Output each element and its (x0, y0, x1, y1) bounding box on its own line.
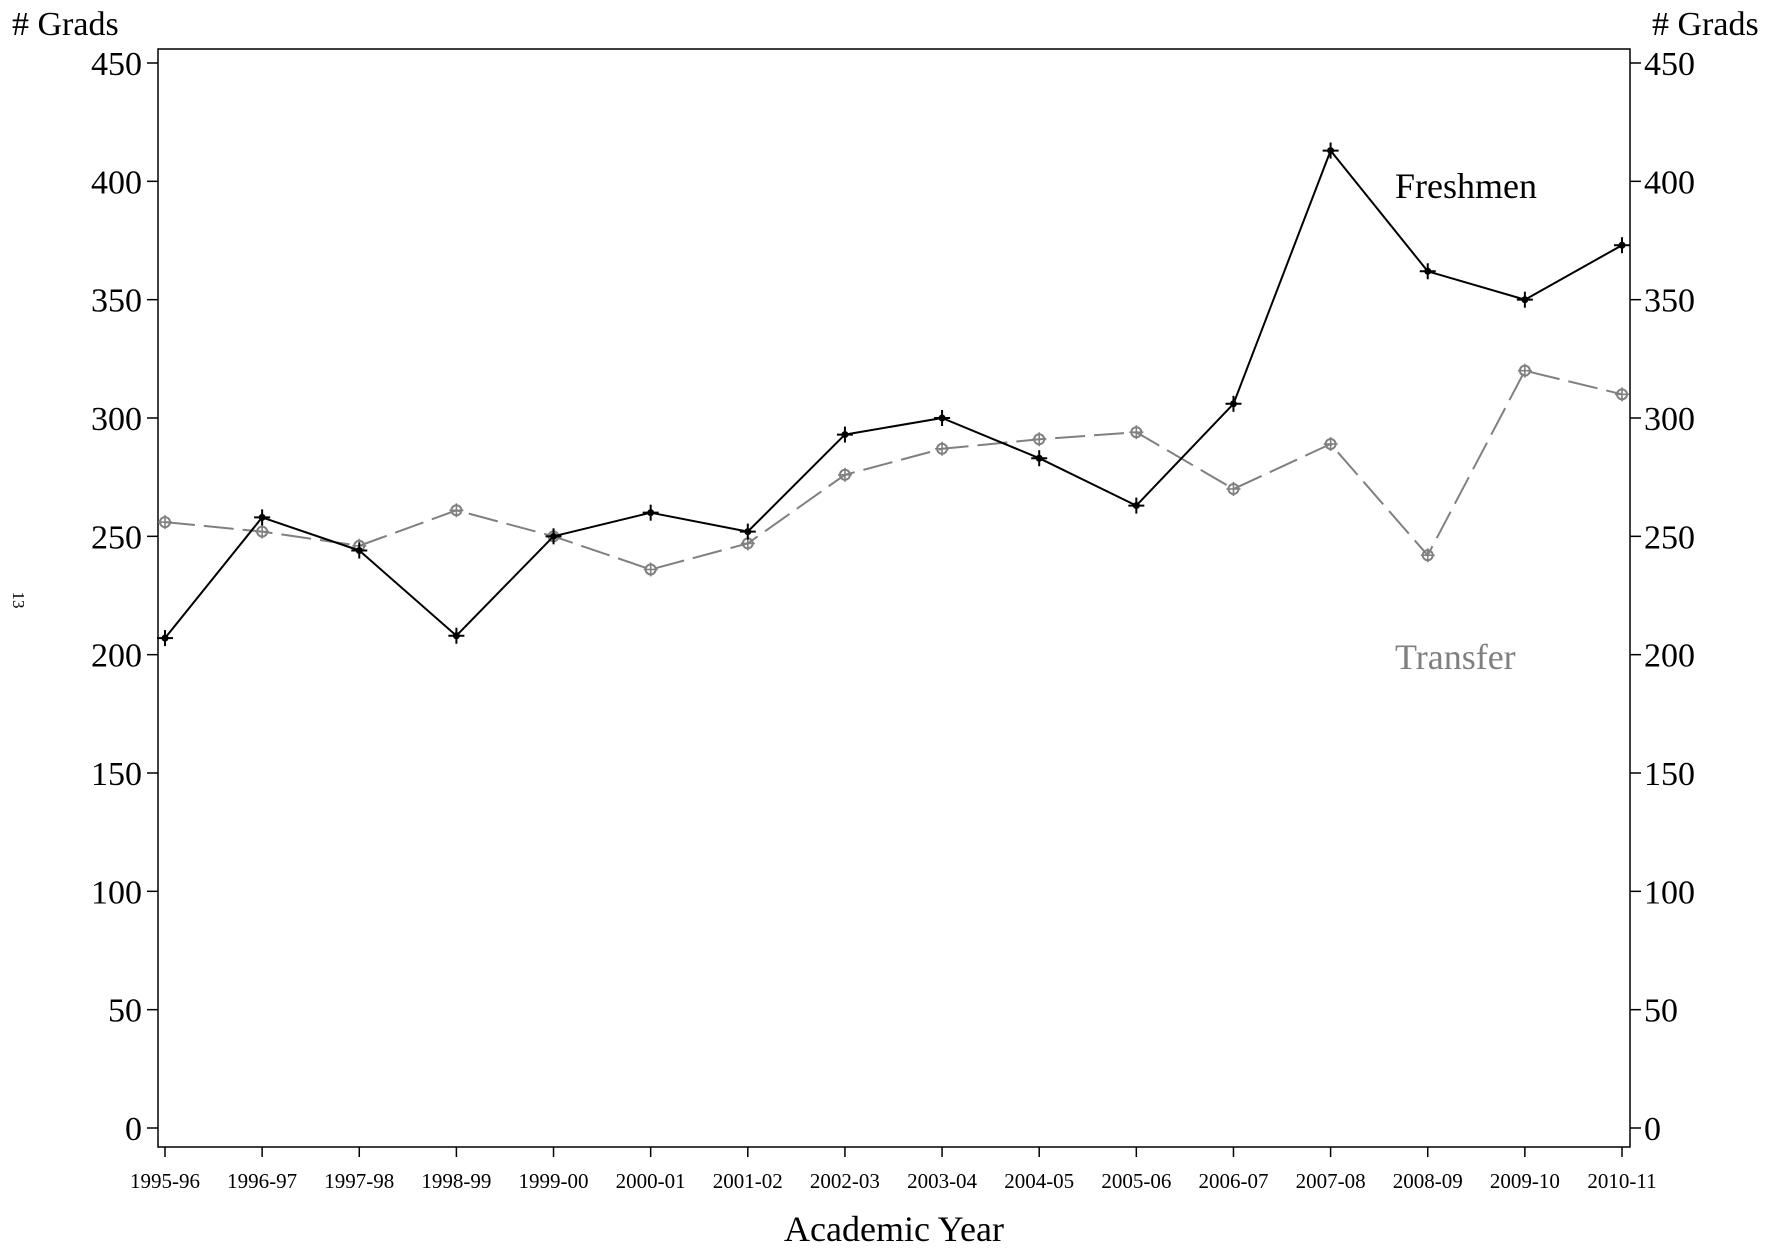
data-point-freshmen (1516, 291, 1533, 308)
y-tick-label-left: 250 (91, 519, 142, 556)
y-tick-label-right: 250 (1644, 519, 1695, 556)
data-point-transfer (1323, 437, 1338, 452)
data-point-freshmen (642, 504, 659, 521)
data-point-freshmen (157, 630, 173, 647)
y-tick-label-right: 50 (1644, 993, 1678, 1030)
y-tick-label-right: 0 (1644, 1111, 1661, 1148)
data-point-freshmen (1225, 395, 1242, 412)
x-tick-label: 1995-96 (130, 1169, 200, 1193)
data-point-transfer (449, 503, 464, 518)
data-point-freshmen (1419, 263, 1436, 280)
y-axis-right: 0 50 100 150 200 250 300 350 400 450 (1630, 46, 1695, 1148)
data-point-transfer (837, 467, 852, 482)
data-point-transfer (935, 441, 950, 456)
x-tick-label: 2005-06 (1101, 1169, 1171, 1193)
x-tick-label: 1996-97 (227, 1169, 297, 1193)
data-point-transfer (1615, 387, 1629, 402)
x-tick-label: 2010-11 (1587, 1169, 1656, 1193)
x-tick-label: 2000-01 (616, 1169, 686, 1193)
y-tick-label-right: 400 (1644, 164, 1695, 201)
y-tick-label-left: 200 (91, 638, 142, 675)
y-tick-label-left: 350 (91, 283, 142, 320)
y-tick-label-left: 300 (91, 401, 142, 438)
x-tick-label: 1997-98 (324, 1169, 394, 1193)
x-tick-label: 2006-07 (1198, 1169, 1268, 1193)
y-tick-label-left: 50 (108, 993, 142, 1030)
y-tick-label-left: 450 (91, 46, 142, 83)
y-tick-label-left: 100 (91, 874, 142, 911)
data-point-freshmen (1128, 497, 1145, 514)
y-axis-label-right: # Grads (1652, 6, 1759, 43)
x-tick-label: 1998-99 (421, 1169, 491, 1193)
x-tick-label: 2003-04 (907, 1169, 977, 1193)
x-tick-label: 2004-05 (1004, 1169, 1074, 1193)
x-tick-label: 2001-02 (713, 1169, 783, 1193)
y-axis-label-left: # Grads (12, 6, 119, 43)
x-tick-label: 2007-08 (1296, 1169, 1366, 1193)
plot-frame (157, 48, 1631, 1148)
series-line-transfer (164, 369, 1623, 571)
data-point-freshmen (254, 509, 271, 526)
data-point-freshmen (351, 542, 368, 559)
x-tick-label: 2002-03 (810, 1169, 880, 1193)
series-layer (157, 142, 1630, 647)
y-tick-label-right: 100 (1644, 874, 1695, 911)
page-number: 13 (9, 592, 28, 609)
series-line-freshmen (164, 149, 1623, 639)
data-point-freshmen (739, 523, 756, 540)
y-tick-label-right: 200 (1644, 638, 1695, 675)
y-axis-left: 0 50 100 150 200 250 300 350 400 450 (91, 46, 158, 1148)
data-point-freshmen (1614, 237, 1630, 254)
y-tick-label-right: 150 (1644, 756, 1695, 793)
data-point-transfer (158, 515, 172, 530)
y-tick-label-left: 150 (91, 756, 142, 793)
series-freshmen (157, 142, 1630, 647)
y-tick-label-right: 300 (1644, 401, 1695, 438)
x-tick-label: 2008-09 (1393, 1169, 1463, 1193)
x-axis: 1995-96 1996-97 1997-98 1998-99 1999-00 2000-… (130, 1147, 1657, 1193)
data-point-freshmen (934, 410, 951, 426)
data-point-freshmen (836, 426, 853, 443)
x-axis-label: Academic Year (784, 1209, 1004, 1249)
data-point-transfer (1032, 432, 1047, 447)
data-point-freshmen (545, 528, 562, 545)
series-label-transfer: Transfer (1395, 637, 1516, 677)
y-tick-label-right: 450 (1644, 46, 1695, 83)
series-label-freshmen: Freshmen (1395, 166, 1537, 206)
x-tick-label: 2009-10 (1490, 1169, 1560, 1193)
series-transfer (158, 363, 1629, 577)
data-point-freshmen (1322, 142, 1339, 159)
data-point-transfer (1129, 425, 1144, 440)
x-tick-label: 1999-00 (519, 1169, 589, 1193)
data-point-freshmen (448, 627, 465, 644)
data-point-transfer (255, 524, 270, 539)
y-tick-label-left: 0 (125, 1111, 142, 1148)
y-tick-label-right: 350 (1644, 283, 1695, 320)
data-point-transfer (643, 562, 658, 577)
data-point-transfer (1420, 548, 1435, 563)
data-point-transfer (1517, 363, 1532, 378)
data-point-freshmen (1031, 450, 1048, 467)
data-point-transfer (1226, 482, 1241, 496)
y-tick-label-left: 400 (91, 164, 142, 201)
